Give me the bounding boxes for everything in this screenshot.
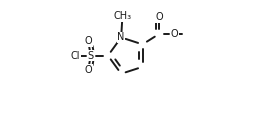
Text: S: S (88, 51, 94, 61)
Text: O: O (84, 36, 92, 46)
Text: N: N (117, 32, 125, 42)
Text: O: O (171, 29, 178, 39)
Text: O: O (84, 65, 92, 75)
Text: Cl: Cl (70, 51, 80, 61)
Text: O: O (155, 12, 163, 22)
Text: CH₃: CH₃ (113, 11, 131, 22)
